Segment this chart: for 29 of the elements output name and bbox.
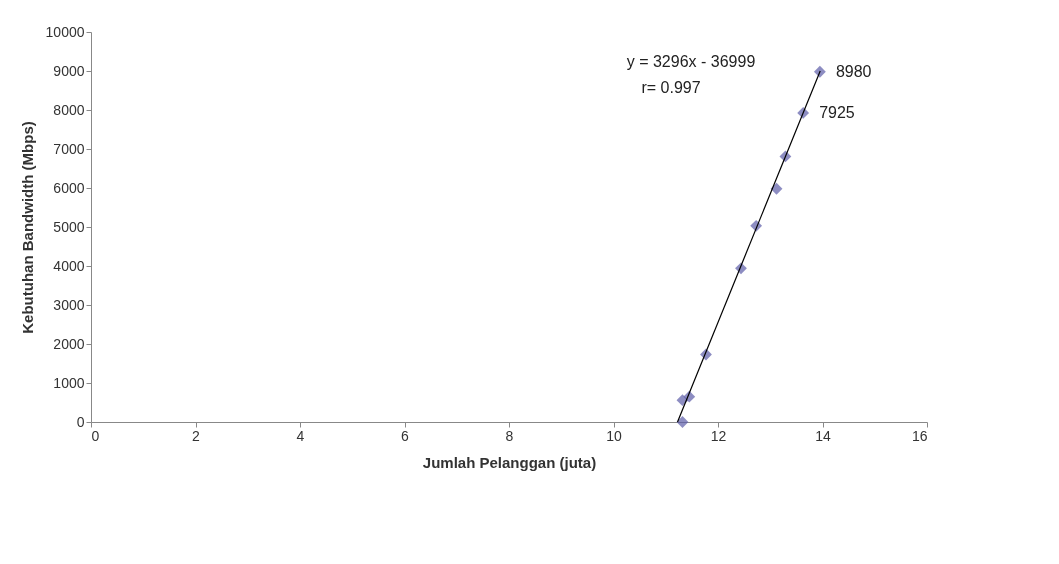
y-tick-label: 4000 — [53, 257, 85, 274]
y-tick-label: 9000 — [53, 62, 85, 79]
x-axis-title: Jumlah Pelanggan (juta) — [422, 453, 597, 471]
annotation: r= 0.997 — [641, 79, 701, 96]
x-tick-label: 0 — [91, 427, 100, 444]
x-tick-label: 2 — [192, 427, 201, 444]
point — [770, 182, 783, 195]
y-tick-label: 6000 — [53, 179, 85, 196]
x-tick-label: 14 — [815, 427, 831, 444]
y-tick-label: 7000 — [53, 140, 85, 157]
x-tick-label: 16 — [911, 427, 928, 444]
x-tick-label: 12 — [710, 427, 727, 444]
data-label: 7925 — [819, 103, 855, 121]
y-tick-label: 3000 — [53, 296, 85, 313]
y-tick-label: 10000 — [45, 23, 85, 40]
x-tick-label: 4 — [296, 427, 305, 444]
x-tick-label: 8 — [505, 427, 514, 444]
data-label: 8980 — [835, 62, 872, 80]
point — [676, 416, 689, 428]
point — [813, 65, 826, 78]
y-tick-label: 5000 — [53, 218, 85, 235]
y-tick-label: 1000 — [53, 374, 85, 391]
y-axis-title: Kebutuhan Bandwidth (Mbps) — [18, 121, 36, 334]
y-tick-label: 0 — [76, 413, 85, 430]
y-tick-label: 8000 — [53, 101, 85, 118]
x-tick-label: 6 — [401, 427, 410, 444]
x-tick-label: 10 — [606, 427, 622, 444]
y-tick-label: 2000 — [53, 335, 85, 352]
annotation: y = 3296x - 36999 — [626, 53, 756, 70]
